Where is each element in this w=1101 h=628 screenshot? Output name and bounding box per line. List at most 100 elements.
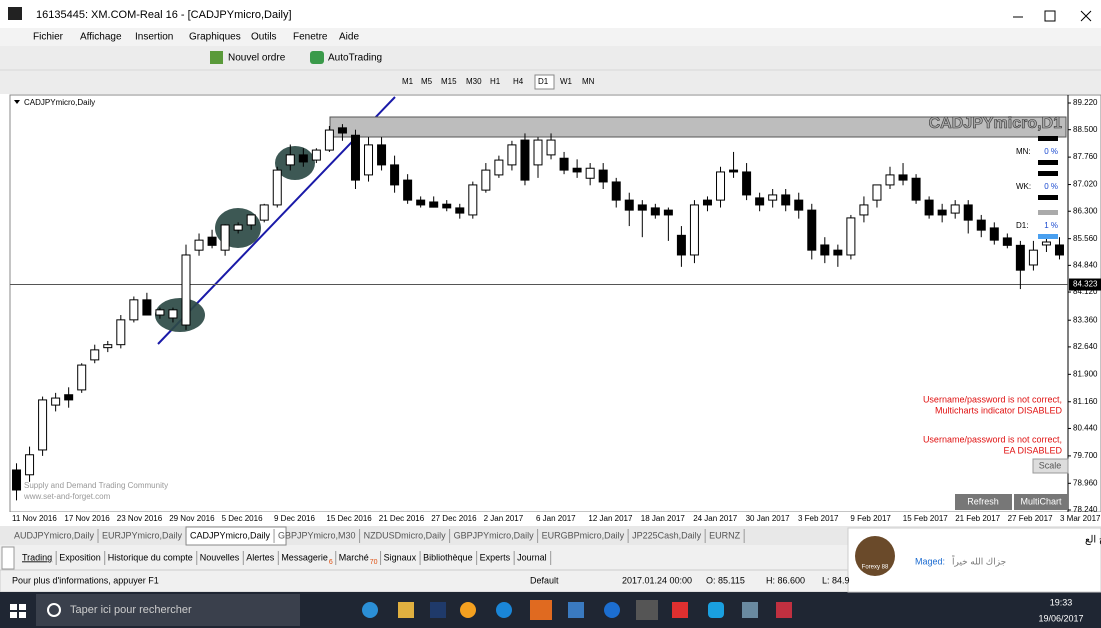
timeframe-button[interactable]: M30 [466, 77, 482, 86]
candle-body [365, 145, 373, 175]
x-tick-label: 11 Nov 2016 [12, 514, 57, 523]
x-tick-label: 12 Jan 2017 [588, 514, 633, 523]
notification-logo-text: Forexy 88 [862, 565, 889, 571]
candle-body [469, 185, 477, 215]
new-order-button[interactable]: Nouvel ordre [228, 53, 286, 64]
timeframe-button[interactable]: H1 [490, 77, 501, 86]
app-icon[interactable] [636, 600, 658, 620]
candle-body [651, 208, 659, 215]
candle-body [1055, 245, 1063, 255]
app-icon[interactable] [672, 602, 688, 618]
terminal-tab[interactable]: Historique du compte [108, 552, 193, 562]
terminal-tab[interactable]: Messagerie [281, 552, 328, 562]
app-icon[interactable] [604, 602, 620, 618]
strength-label: WK: [1016, 182, 1031, 191]
timeframe-button[interactable]: M15 [441, 77, 457, 86]
timeframe-button[interactable]: D1 [538, 77, 549, 86]
notification-title: ...ورشة العرض والطلب (أبو فالح الع [1085, 533, 1101, 546]
autotrading-button[interactable]: AutoTrading [328, 53, 382, 64]
terminal-tab[interactable]: Signaux [384, 552, 417, 562]
app-icon [8, 7, 22, 20]
candle-body [325, 130, 333, 150]
candle-body [221, 225, 229, 250]
candle-body [195, 240, 203, 250]
app-icon[interactable] [496, 602, 512, 618]
window-title: 16135445: XM.COM-Real 16 - [CADJPYmicro,… [36, 9, 292, 21]
clock-date: 19/06/2017 [1038, 613, 1083, 623]
terminal-tab[interactable]: Experts [480, 552, 511, 562]
candle-body [847, 218, 855, 255]
terminal-tab[interactable]: Journal [517, 552, 547, 562]
app-icon[interactable] [398, 602, 414, 618]
status-open: O: 85.115 [706, 575, 745, 585]
menu-item[interactable]: Fichier [33, 32, 64, 43]
chart-tab[interactable]: GBPJPYmicro,Daily [454, 530, 535, 540]
candle-body [378, 145, 386, 165]
candle-body [612, 182, 620, 200]
app-icon[interactable] [530, 600, 552, 620]
candle-body [143, 300, 151, 315]
x-tick-label: 24 Jan 2017 [693, 514, 738, 523]
y-tick-label: 85.560 [1073, 234, 1098, 243]
chart-tab[interactable]: EURGBPmicro,Daily [542, 530, 625, 540]
menu-item[interactable]: Outils [251, 32, 277, 43]
candle-body [990, 228, 998, 240]
status-time: 2017.01.24 00:00 [622, 575, 692, 585]
timeframe-button[interactable]: M5 [421, 77, 433, 86]
x-tick-label: 21 Dec 2016 [379, 514, 425, 523]
chart-tab[interactable]: EURJPYmicro,Daily [102, 530, 183, 540]
y-tick-label: 86.300 [1073, 206, 1098, 215]
chart-tab[interactable]: JP225Cash,Daily [632, 530, 702, 540]
candle-body [925, 200, 933, 215]
candle-body [1016, 245, 1024, 270]
terminal-tab[interactable]: Exposition [59, 552, 101, 562]
menu-item[interactable]: Affichage [80, 32, 122, 43]
candle-body [717, 172, 725, 200]
candle-body [808, 210, 816, 250]
timeframe-button[interactable]: W1 [560, 77, 573, 86]
x-tick-label: 3 Feb 2017 [798, 514, 839, 523]
candle-body [1029, 250, 1037, 265]
candle-body [260, 205, 268, 220]
candle-body [886, 175, 894, 185]
chart-tab[interactable]: NZDUSDmicro,Daily [364, 530, 447, 540]
candle-body [39, 400, 47, 450]
menu-item[interactable]: Insertion [135, 32, 173, 43]
app-icon[interactable] [742, 602, 758, 618]
x-tick-label: 5 Dec 2016 [222, 514, 263, 523]
strength-label: D1: [1016, 221, 1028, 230]
terminal-tab[interactable]: Nouvelles [200, 552, 240, 562]
timeframe-button[interactable]: M1 [402, 77, 414, 86]
warning-message: EA DISABLED [1003, 445, 1062, 455]
terminal-tab[interactable]: Bibliothèque [423, 552, 473, 562]
community-text: www.set-and-forget.com [23, 492, 111, 501]
candle-body [417, 200, 425, 205]
menu-item[interactable]: Aide [339, 32, 359, 43]
app-icon[interactable] [430, 602, 446, 618]
candle-body [495, 160, 503, 175]
terminal-tab[interactable]: Trading [22, 552, 52, 562]
chart-tab[interactable]: AUDJPYmicro,Daily [14, 530, 95, 540]
chart-tab[interactable]: GBPJPYmicro,M30 [278, 530, 356, 540]
timeframe-button[interactable]: H4 [513, 77, 524, 86]
x-tick-label: 23 Nov 2016 [117, 514, 163, 523]
app-icon[interactable] [460, 602, 476, 618]
terminal-tab[interactable]: Alertes [246, 552, 275, 562]
menu-item[interactable]: Graphiques [189, 32, 241, 43]
app-icon[interactable] [776, 602, 792, 618]
x-tick-label: 27 Dec 2016 [431, 514, 477, 523]
warning-message: Username/password is not correct, [923, 434, 1062, 444]
y-tick-label: 87.020 [1073, 180, 1098, 189]
menu-item[interactable]: Fenetre [293, 32, 328, 43]
app-icon[interactable] [708, 602, 724, 618]
candle-body [391, 165, 399, 185]
app-icon[interactable] [568, 602, 584, 618]
y-tick-label: 78.240 [1073, 505, 1098, 514]
chart-tab[interactable]: CADJPYmicro,Daily [190, 530, 271, 540]
terminal-side [2, 547, 14, 569]
x-tick-label: 9 Feb 2017 [850, 514, 891, 523]
timeframe-button[interactable]: MN [582, 77, 595, 86]
chart-tab[interactable]: EURNZ [709, 530, 741, 540]
terminal-tab[interactable]: Marché [339, 552, 369, 562]
app-icon[interactable] [362, 602, 378, 618]
